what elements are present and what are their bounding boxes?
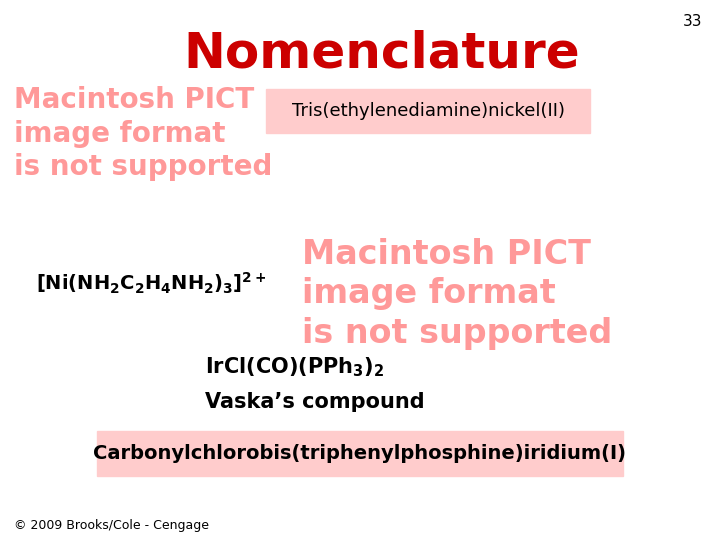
Text: Nomenclature: Nomenclature xyxy=(184,30,580,78)
Text: Vaska’s compound: Vaska’s compound xyxy=(205,392,425,413)
FancyBboxPatch shape xyxy=(97,431,623,476)
Text: $\mathbf{IrCl(CO)(PPh_3)_2}$: $\mathbf{IrCl(CO)(PPh_3)_2}$ xyxy=(205,355,384,379)
Text: Macintosh PICT
image format
is not supported: Macintosh PICT image format is not suppo… xyxy=(14,86,273,181)
Text: Tris(ethylenediamine)nickel(II): Tris(ethylenediamine)nickel(II) xyxy=(292,102,565,120)
Text: 33: 33 xyxy=(683,14,702,29)
FancyBboxPatch shape xyxy=(266,89,590,133)
Text: Macintosh PICT
image format
is not supported: Macintosh PICT image format is not suppo… xyxy=(302,238,613,349)
Text: © 2009 Brooks/Cole - Cengage: © 2009 Brooks/Cole - Cengage xyxy=(14,519,210,532)
Text: Carbonylchlorobis(triphenylphosphine)iridium(I): Carbonylchlorobis(triphenylphosphine)iri… xyxy=(94,444,626,463)
Text: $\mathbf{[Ni(NH_2C_2H_4NH_2)_3]^{2+}}$: $\mathbf{[Ni(NH_2C_2H_4NH_2)_3]^{2+}}$ xyxy=(36,271,266,296)
